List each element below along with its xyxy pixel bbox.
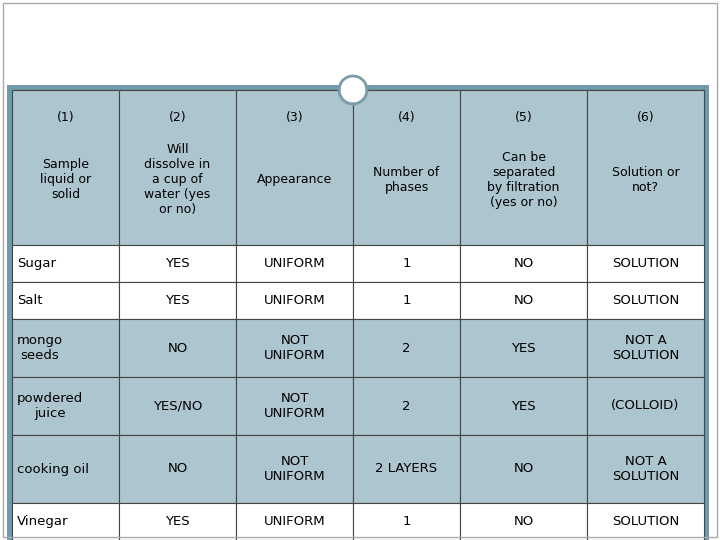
Bar — [587, 377, 704, 435]
Bar — [119, 503, 236, 540]
Bar — [12, 503, 119, 540]
Bar — [353, 90, 460, 245]
Bar — [119, 245, 236, 282]
Bar — [460, 319, 587, 377]
Text: NO: NO — [513, 294, 534, 307]
Bar — [236, 90, 353, 245]
Bar — [12, 319, 119, 377]
Text: powdered
juice: powdered juice — [17, 392, 84, 420]
Text: YES: YES — [165, 515, 190, 528]
Text: YES: YES — [511, 341, 536, 354]
Bar — [119, 435, 236, 503]
Bar — [460, 90, 587, 245]
Text: Solution or
not?: Solution or not? — [612, 166, 679, 194]
Bar — [7, 85, 709, 540]
Bar — [587, 245, 704, 282]
Text: Will
dissolve in
a cup of
water (yes
or no): Will dissolve in a cup of water (yes or … — [145, 144, 211, 217]
Text: UNIFORM: UNIFORM — [264, 515, 325, 528]
Text: NOT A
SOLUTION: NOT A SOLUTION — [612, 455, 679, 483]
Bar — [119, 282, 236, 319]
Bar — [353, 503, 460, 540]
Text: Number of
phases: Number of phases — [374, 166, 440, 194]
Text: 2: 2 — [402, 341, 410, 354]
Bar — [460, 435, 587, 503]
Bar — [460, 282, 587, 319]
Text: NOT
UNIFORM: NOT UNIFORM — [264, 392, 325, 420]
Text: 1: 1 — [402, 257, 410, 270]
Text: Can be
separated
by filtration
(yes or no): Can be separated by filtration (yes or n… — [487, 151, 559, 209]
Text: (3): (3) — [286, 111, 303, 124]
Text: NO: NO — [513, 462, 534, 476]
Bar — [119, 90, 236, 245]
Text: (1): (1) — [57, 111, 74, 124]
Text: Appearance: Appearance — [257, 173, 332, 186]
Bar — [353, 377, 460, 435]
Bar — [119, 377, 236, 435]
Bar — [587, 319, 704, 377]
Bar — [12, 90, 119, 245]
Text: NO: NO — [513, 257, 534, 270]
Text: YES: YES — [511, 400, 536, 413]
Text: NO: NO — [513, 515, 534, 528]
Bar — [587, 90, 704, 245]
Text: NOT
UNIFORM: NOT UNIFORM — [264, 334, 325, 362]
Bar — [12, 245, 119, 282]
Bar — [460, 245, 587, 282]
Text: NO: NO — [167, 341, 188, 354]
Text: Vinegar: Vinegar — [17, 515, 68, 528]
Bar — [236, 282, 353, 319]
Bar — [236, 319, 353, 377]
Text: NOT
UNIFORM: NOT UNIFORM — [264, 455, 325, 483]
Text: (2): (2) — [168, 111, 186, 124]
Text: UNIFORM: UNIFORM — [264, 294, 325, 307]
Text: SOLUTION: SOLUTION — [612, 515, 679, 528]
Text: (6): (6) — [636, 111, 654, 124]
Bar — [236, 503, 353, 540]
Bar — [236, 377, 353, 435]
Text: NOT A
SOLUTION: NOT A SOLUTION — [612, 334, 679, 362]
Text: 1: 1 — [402, 515, 410, 528]
Bar — [12, 282, 119, 319]
Text: SOLUTION: SOLUTION — [612, 294, 679, 307]
Text: 2 LAYERS: 2 LAYERS — [375, 462, 438, 476]
Bar — [236, 245, 353, 282]
Bar — [587, 503, 704, 540]
Text: cooking oil: cooking oil — [17, 462, 89, 476]
Bar — [236, 435, 353, 503]
Bar — [119, 319, 236, 377]
Bar — [587, 282, 704, 319]
Text: (COLLOID): (COLLOID) — [611, 400, 680, 413]
Text: 1: 1 — [402, 294, 410, 307]
Bar — [12, 377, 119, 435]
Text: mongo
seeds: mongo seeds — [17, 334, 63, 362]
Bar — [353, 282, 460, 319]
Text: NO: NO — [167, 462, 188, 476]
Text: (4): (4) — [397, 111, 415, 124]
Text: YES/NO: YES/NO — [153, 400, 202, 413]
Text: (5): (5) — [515, 111, 532, 124]
Bar — [353, 435, 460, 503]
Text: YES: YES — [165, 257, 190, 270]
Bar — [12, 435, 119, 503]
Text: UNIFORM: UNIFORM — [264, 257, 325, 270]
Bar — [353, 245, 460, 282]
Text: Salt: Salt — [17, 294, 42, 307]
Bar — [460, 377, 587, 435]
Text: SOLUTION: SOLUTION — [612, 257, 679, 270]
Text: 2: 2 — [402, 400, 410, 413]
Bar — [460, 503, 587, 540]
Circle shape — [341, 78, 366, 103]
Bar — [353, 319, 460, 377]
Text: YES: YES — [165, 294, 190, 307]
Text: Sample
liquid or
solid: Sample liquid or solid — [40, 158, 91, 201]
Text: Sugar: Sugar — [17, 257, 56, 270]
Bar — [587, 435, 704, 503]
